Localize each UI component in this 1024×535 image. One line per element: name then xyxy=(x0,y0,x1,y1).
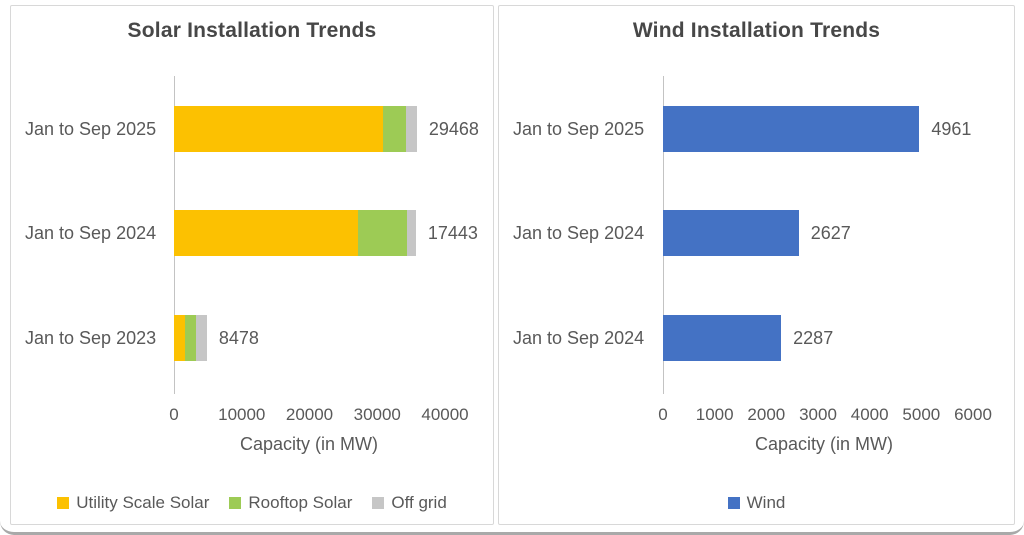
solar-bar-row-2023: Jan to Sep 2023 8478 xyxy=(11,315,493,361)
legend-label: Wind xyxy=(746,493,786,512)
bar-segment-rooftop-solar xyxy=(357,210,407,256)
x-tick-label: 1000 xyxy=(695,405,734,424)
bar-segment-rooftop-solar xyxy=(185,315,197,361)
x-tick-label: 5000 xyxy=(902,405,941,424)
wind-bar-2024 xyxy=(663,210,799,256)
legend-item-off-grid: Off grid xyxy=(372,493,447,513)
x-tick-label: 10000 xyxy=(218,405,266,424)
stacked-bar-2024 xyxy=(174,210,416,256)
wind-chart-panel: Wind Installation Trends Jan to Sep 2025… xyxy=(498,5,1015,525)
category-label: Jan to Sep 2024 xyxy=(513,223,645,243)
bar-segment-off-grid xyxy=(406,106,417,152)
wind-bar-row-2024: Jan to Sep 2024 2627 xyxy=(499,210,1014,256)
value-label: 8478 xyxy=(218,328,259,348)
wind-legend: Wind xyxy=(499,493,1014,513)
value-label: 4961 xyxy=(931,119,972,139)
x-tick-label: 40000 xyxy=(421,405,469,424)
solar-chart-panel: Solar Installation Trends Jan to Sep 202… xyxy=(10,5,494,525)
x-tick-label: 6000 xyxy=(954,405,992,424)
x-tick-label: 0 xyxy=(658,405,668,424)
value-label: 17443 xyxy=(427,223,478,243)
x-tick-label: 30000 xyxy=(353,405,401,424)
wind-chart-title: Wind Installation Trends xyxy=(632,19,881,42)
bar-segment-utility-scale-solar xyxy=(174,210,358,256)
category-label: Jan to Sep 2025 xyxy=(513,119,645,139)
value-label: 2627 xyxy=(810,223,851,243)
wind-swatch-icon xyxy=(727,497,740,509)
stacked-bar-2025 xyxy=(174,106,417,152)
wind-zero-tick-mark xyxy=(663,388,664,394)
solar-x-axis-title: Capacity (in MW) xyxy=(239,434,379,454)
category-label: Jan to Sep 2025 xyxy=(25,119,157,139)
off-grid-swatch-icon xyxy=(372,497,385,509)
solar-chart-title: Solar Installation Trends xyxy=(127,19,377,42)
utility-scale-solar-swatch-icon xyxy=(57,497,70,509)
wind-bar-row-2025: Jan to Sep 2025 4961 xyxy=(499,106,1014,152)
solar-bar-row-2025: Jan to Sep 2025 29468 xyxy=(11,106,493,152)
legend-item-utility-scale-solar: Utility Scale Solar xyxy=(57,493,209,513)
value-label: 29468 xyxy=(428,119,479,139)
bar-segment-utility-scale-solar xyxy=(174,315,186,361)
legend-item-wind: Wind xyxy=(727,493,786,513)
wind-bar-2024b xyxy=(663,315,782,361)
wind-bar-2025 xyxy=(663,106,920,152)
x-tick-label: 4000 xyxy=(850,405,889,424)
wind-x-axis-title: Capacity (in MW) xyxy=(754,434,894,454)
bar-segment-off-grid xyxy=(196,315,207,361)
legend-item-rooftop-solar: Rooftop Solar xyxy=(229,493,352,513)
stacked-bar-2023 xyxy=(174,315,207,361)
bar-segment-wind xyxy=(663,106,920,152)
x-tick-label: 2000 xyxy=(747,405,786,424)
wind-bar-row-2024b: Jan to Sep 2024 2287 xyxy=(499,315,1014,361)
bar-segment-off-grid xyxy=(406,210,416,256)
x-tick-label: 0 xyxy=(169,405,179,424)
rooftop-solar-swatch-icon xyxy=(229,497,242,509)
category-label: Jan to Sep 2024 xyxy=(25,223,157,243)
bar-segment-rooftop-solar xyxy=(382,106,407,152)
bar-segment-wind xyxy=(663,210,799,256)
category-label: Jan to Sep 2023 xyxy=(25,328,157,348)
value-label: 2287 xyxy=(793,328,834,348)
legend-label: Rooftop Solar xyxy=(248,493,353,512)
legend-label: Off grid xyxy=(391,493,447,512)
solar-zero-tick-mark xyxy=(174,388,175,394)
bar-segment-wind xyxy=(663,315,782,361)
bar-segment-utility-scale-solar xyxy=(174,106,383,152)
legend-label: Utility Scale Solar xyxy=(76,493,210,512)
solar-legend: Utility Scale Solar Rooftop Solar Off gr… xyxy=(11,493,493,513)
x-tick-label: 3000 xyxy=(799,405,837,424)
solar-bar-row-2024: Jan to Sep 2024 17443 xyxy=(11,210,493,256)
category-label: Jan to Sep 2024 xyxy=(513,328,645,348)
x-tick-label: 20000 xyxy=(285,405,334,424)
